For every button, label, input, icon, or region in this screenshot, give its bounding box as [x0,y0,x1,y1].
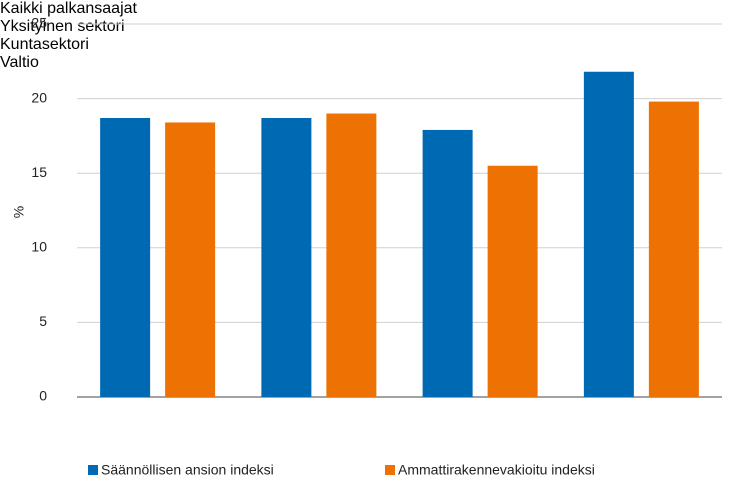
legend-swatch [88,465,98,475]
bar [326,113,377,398]
bar [165,122,216,398]
bar [648,101,699,398]
y-tick-label: 0 [39,388,47,404]
x-tick-label: Valtio [0,54,39,71]
x-tick-label: Yksityinen sektori [0,18,125,35]
y-tick-label: 15 [31,164,47,180]
x-tick-label: Kuntasektori [0,36,89,53]
y-axis-label: % [11,206,27,218]
y-tick-label: 5 [39,313,47,329]
x-tick-label: Kaikki palkansaajat [0,0,137,17]
y-tick-label: 10 [31,239,47,255]
bar [422,129,473,397]
y-tick-label: 25 [31,15,47,31]
y-tick-label: 20 [31,89,47,105]
bar [583,71,634,397]
bar [100,117,151,397]
legend-swatch [385,465,395,475]
bar [261,117,312,397]
bar [487,165,538,397]
legend-label: Ammattirakennevakioitu indeksi [398,462,595,478]
legend-label: Säännöllisen ansion indeksi [101,462,274,478]
